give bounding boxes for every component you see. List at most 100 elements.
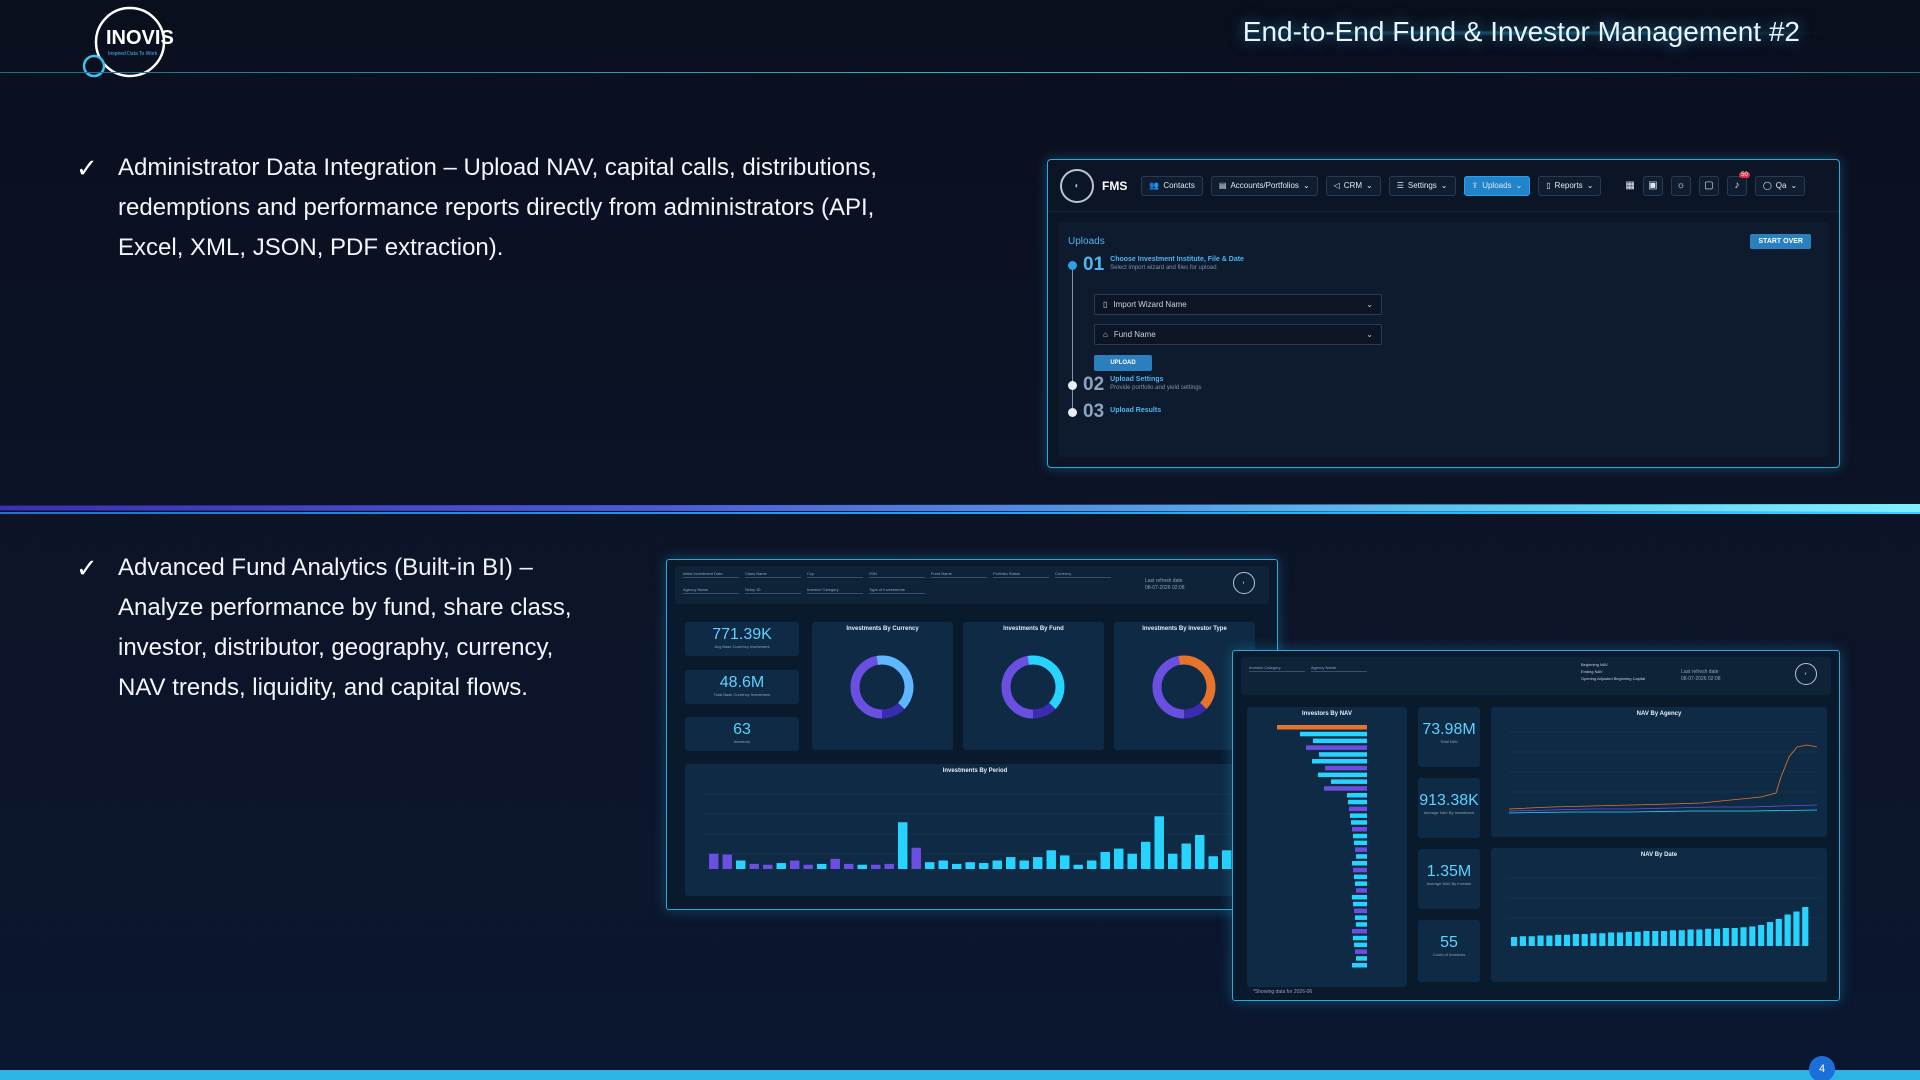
user-name: Qa: [1775, 181, 1787, 190]
chevron-down-icon: ⌄: [1302, 181, 1310, 190]
nav-type-radio[interactable]: Beginning NAV Ending NAV Opening Adjuste…: [1581, 661, 1645, 682]
user-icon: ◯: [1762, 181, 1772, 190]
step-dot: [1068, 408, 1077, 417]
theme-icon[interactable]: ☼: [1670, 175, 1691, 196]
kpi-card: 73.98M Total NAV: [1418, 707, 1480, 767]
period-panel: Investments By Period: [685, 764, 1265, 896]
chevron-down-icon: ⌄: [1790, 181, 1798, 190]
nav-reports[interactable]: ▯ Reports ⌄: [1538, 175, 1602, 196]
nav-band-bar: [1318, 772, 1367, 778]
nav-band-bar: [1352, 929, 1367, 934]
filter-agency-name[interactable]: Agency Name: [1311, 665, 1367, 672]
period-bar: [736, 860, 746, 869]
nav-band-bar: [1354, 942, 1367, 948]
period-bar: [857, 864, 867, 869]
filter-field[interactable]: Fund Name: [931, 571, 987, 578]
logo-text: INOVIS: [106, 27, 174, 49]
kpi-label: Total Base Currency Investment: [713, 692, 771, 697]
step-03: 03 Upload Results: [1068, 402, 1161, 421]
filter-field[interactable]: Investor Category: [807, 587, 863, 594]
filter-field[interactable]: Setup ID: [745, 587, 801, 594]
period-bar: [911, 847, 921, 869]
bullet-admin-integration: ✓ Administrator Data Integration – Uploa…: [76, 148, 906, 268]
step-subtitle: Provide portfolio and yield settings: [1110, 385, 1202, 391]
nav-crm[interactable]: ◁ CRM ⌄: [1325, 175, 1381, 196]
step-subtitle: Select import wizard and files for uploa…: [1110, 265, 1217, 271]
filter-field[interactable]: Currency: [1055, 571, 1111, 578]
filter-field[interactable]: Initial Investment Date: [683, 571, 739, 578]
radio-option[interactable]: Opening Adjusted Beginning Capital: [1581, 676, 1646, 681]
section-separator-line: [0, 512, 1920, 514]
nav-date-bar: [1625, 931, 1632, 946]
filter-field[interactable]: ISIN: [869, 571, 925, 578]
filter-field[interactable]: Class Name: [745, 571, 801, 578]
nav-band-bar: [1352, 895, 1367, 900]
period-bar: [884, 863, 894, 869]
filter-field[interactable]: Ccy: [807, 571, 863, 578]
folder-icon: ▤: [1218, 181, 1227, 190]
nav-date-bar: [1766, 922, 1774, 946]
bullet-text: Advanced Fund Analytics (Built-in BI) – …: [118, 554, 572, 701]
bank-icon: ⌂: [1103, 330, 1108, 339]
calendar-icon[interactable]: ▣: [1642, 175, 1663, 196]
nav-band-bar: [1355, 881, 1367, 886]
check-icon: ✓: [76, 553, 98, 583]
nav-band-bar: [1353, 867, 1367, 873]
nav-band-bar: [1356, 922, 1367, 927]
bell-icon[interactable]: ♪ 50: [1726, 171, 1750, 196]
chat-icon[interactable]: ▢: [1698, 175, 1719, 196]
filter-investor-category[interactable]: Investor Category: [1249, 665, 1305, 672]
contacts-icon: 👥: [1149, 181, 1160, 190]
donut-panel: Investments By Fund: [963, 622, 1104, 750]
nav-band-bar: [1354, 874, 1367, 880]
period-bar: [1006, 857, 1016, 869]
nav-date-bar: [1687, 929, 1694, 946]
period-bar: [722, 854, 732, 869]
import-wizard-select[interactable]: ▯ Import Wizard Name ⌄: [1094, 294, 1382, 315]
nav-band-bar: [1353, 901, 1367, 907]
nav-accounts-portfolios[interactable]: ▤ Accounts/Portfolios ⌄: [1210, 175, 1318, 196]
user-menu[interactable]: ◯ Qa ⌄: [1754, 175, 1806, 196]
step-01: 01 Choose Investment Institute, File & D…: [1068, 255, 1244, 274]
chevron-down-icon: ⌄: [1366, 300, 1373, 309]
panel-title: NAV By Agency: [1636, 711, 1682, 717]
period-bar: [952, 863, 962, 869]
radio-option[interactable]: Ending NAV: [1581, 669, 1603, 674]
nav-contacts[interactable]: 👥 Contacts: [1141, 175, 1203, 196]
period-bar: [803, 864, 813, 869]
panel-title: NAV By Date: [1640, 852, 1678, 858]
period-bar: [1087, 860, 1097, 869]
period-bar: [1195, 835, 1205, 869]
radio-option[interactable]: Beginning NAV: [1581, 662, 1608, 667]
period-bar: [938, 860, 948, 869]
period-bar: [992, 860, 1002, 869]
nav-date-bar: [1740, 927, 1747, 946]
filter-field[interactable]: Agency Name: [683, 587, 739, 594]
filter-field[interactable]: Type of Investments: [869, 587, 925, 594]
filter-field[interactable]: Portfolio Status: [993, 571, 1049, 578]
uploads-title: Uploads: [1068, 236, 1105, 247]
nav-date-bar: [1634, 931, 1641, 946]
us-flag-icon[interactable]: ▦: [1625, 180, 1635, 191]
data-footnote: *Showing data for 2026-06: [1253, 989, 1313, 995]
nav-uploads[interactable]: ⇪ Uploads ⌄: [1463, 175, 1531, 196]
fund-name-select[interactable]: ⌂ Fund Name ⌄: [1094, 324, 1382, 345]
start-over-button[interactable]: START OVER: [1750, 234, 1811, 249]
nav-date-bar: [1775, 919, 1782, 946]
nav-date-bar: [1731, 928, 1738, 946]
nav-band-bar: [1352, 963, 1367, 968]
kpi-label: Count of Investors: [1432, 952, 1466, 957]
nav-settings[interactable]: ☰ Settings ⌄: [1388, 175, 1456, 196]
period-bar: [1033, 857, 1043, 869]
nav-band-bar: [1351, 820, 1367, 825]
nav-band-bar: [1331, 779, 1367, 784]
filter-bar: Investor Category Agency Name Beginning …: [1241, 657, 1831, 695]
nav-by-date-chart: [1507, 877, 1821, 946]
kpi-value: 55: [1440, 934, 1458, 951]
period-bar: [763, 864, 773, 869]
period-bar: [871, 864, 881, 869]
nav-band-bar: [1356, 888, 1367, 893]
nav-date-bar: [1546, 935, 1553, 946]
step-number: 02: [1083, 374, 1105, 395]
upload-button[interactable]: UPLOAD: [1094, 355, 1152, 371]
